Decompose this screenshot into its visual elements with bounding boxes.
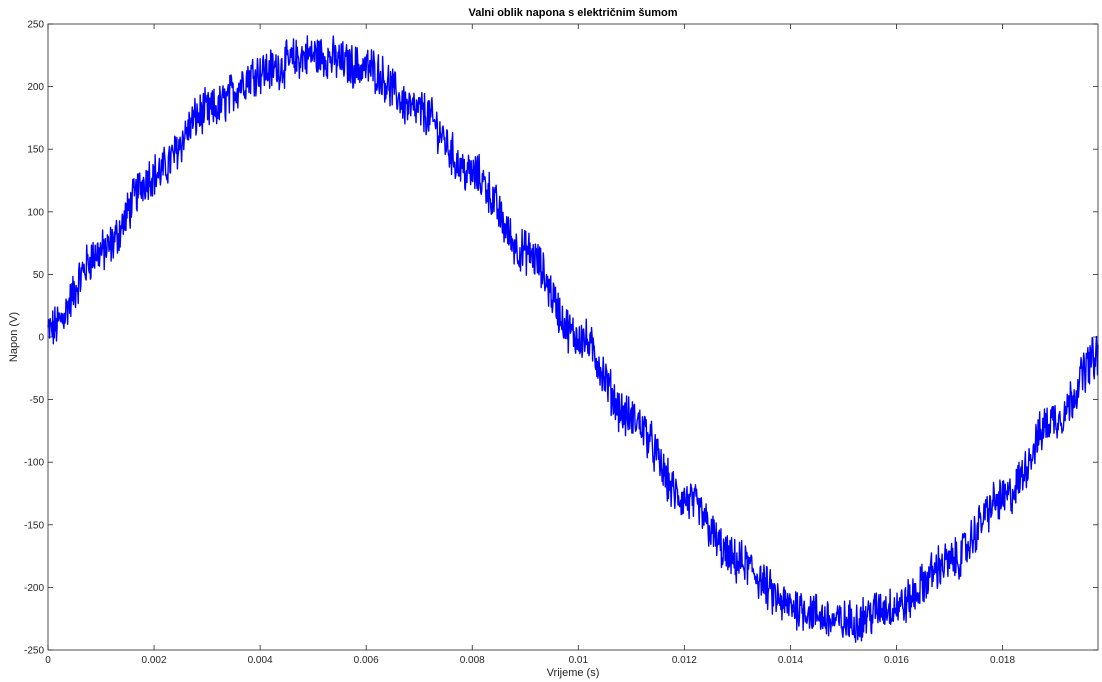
x-axis-label: Vrijeme (s) xyxy=(547,667,600,679)
y-tick-label: 250 xyxy=(27,20,44,31)
axes-frame xyxy=(47,23,1099,651)
y-axis-ticks: -250 -200 -150 -100 -50 0 50 100 150 200 250 xyxy=(24,20,1098,657)
x-tick-label: 0.012 xyxy=(672,655,697,666)
x-tick-label: 0.002 xyxy=(142,655,167,666)
y-tick-label: 100 xyxy=(27,207,44,218)
y-tick-label: 200 xyxy=(27,82,44,93)
y-tick-label: -50 xyxy=(30,395,45,406)
x-tick-label: 0.016 xyxy=(884,655,909,666)
y-tick-label: -150 xyxy=(24,520,44,531)
x-tick-label: 0.01 xyxy=(569,655,589,666)
x-tick-label: 0.014 xyxy=(778,655,803,666)
y-tick-label: 150 xyxy=(27,145,44,156)
x-tick-label: 0.006 xyxy=(354,655,379,666)
y-tick-label: 0 xyxy=(38,333,44,344)
y-tick-label: 50 xyxy=(33,270,45,281)
y-axis-label: Napon (V) xyxy=(8,312,20,362)
y-tick-label: -200 xyxy=(24,583,44,594)
y-tick-label: -250 xyxy=(24,646,44,657)
x-tick-label: 0.008 xyxy=(460,655,485,666)
chart-title: Valni oblik napona s električnim šumom xyxy=(468,7,677,19)
y-tick-label: -100 xyxy=(24,458,44,469)
x-tick-label: 0.004 xyxy=(248,655,273,666)
x-tick-label: 0 xyxy=(45,655,51,666)
x-tick-label: 0.018 xyxy=(990,655,1015,666)
x-axis-ticks: 0 0.002 0.004 0.006 0.008 0.01 0.012 0.014 0.016… xyxy=(45,24,1015,666)
series-line xyxy=(47,35,1099,643)
